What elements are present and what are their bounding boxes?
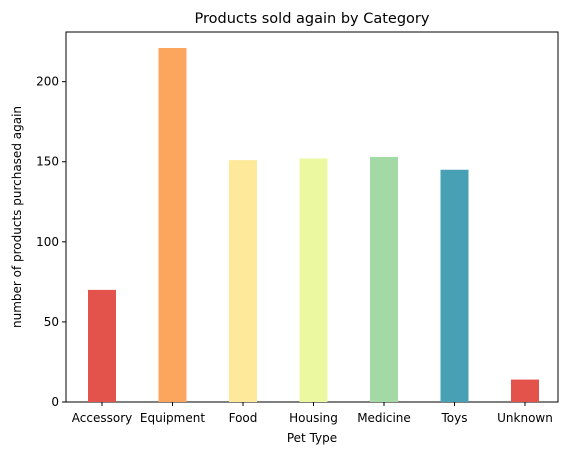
bar-toys [440,169,469,402]
y-tick-label: 0 [51,395,59,409]
chart-title: Products sold again by Category [195,11,430,27]
y-axis-ticks: 0 50 100 150 200 [36,75,66,409]
y-tick-label: 150 [36,155,59,169]
x-tick-label: Unknown [497,411,553,425]
x-tick-label: Medicine [357,411,411,425]
x-tick-label: Housing [289,411,338,425]
bar-medicine [370,156,398,402]
y-tick-label: 100 [36,235,59,249]
x-axis-label: Pet Type [287,431,337,445]
x-axis-ticks: Accessory Equipment Food Housing Medicine Toy… [72,402,553,425]
y-tick-label: 50 [44,315,59,329]
x-tick-label: Toys [441,411,468,425]
bar-housing [299,158,328,402]
x-tick-label: Food [229,411,258,425]
x-tick-label: Equipment [140,411,205,425]
bar-equipment [158,48,187,403]
bar-unknown [511,379,539,402]
x-tick-label: Accessory [72,411,132,425]
bar-accessory [88,289,116,402]
bar-food [229,160,257,402]
y-tick-label: 200 [36,75,59,89]
bars [88,48,539,403]
y-axis-label: number of products purchased again [10,106,24,328]
